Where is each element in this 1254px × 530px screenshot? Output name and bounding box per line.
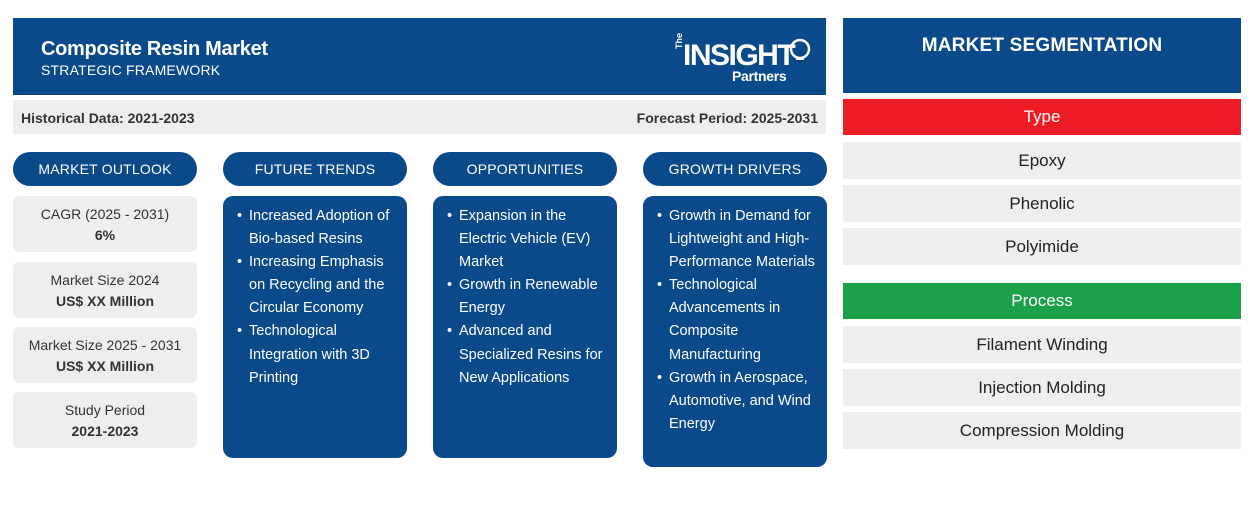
trend-item: Increasing Emphasis on Recycling and the… bbox=[237, 251, 399, 320]
outlook-label: Study Period bbox=[64, 402, 146, 418]
outlook-value: US$ XX Million bbox=[55, 358, 154, 374]
growth-drivers-heading: GROWTH DRIVERS bbox=[643, 152, 827, 186]
driver-item: Growth in Demand for Lightweight and Hig… bbox=[657, 205, 819, 274]
segment-item: Filament Winding bbox=[843, 326, 1241, 363]
insight-partners-logo: The INSIGHT Partners bbox=[668, 33, 818, 95]
outlook-card-cagr: CAGR (2025 - 2031) 6% bbox=[13, 196, 197, 252]
future-trends-box: Increased Adoption of Bio-based Resins I… bbox=[223, 196, 407, 458]
segment-item: Compression Molding bbox=[843, 412, 1241, 449]
trend-item: Increased Adoption of Bio-based Resins bbox=[237, 205, 399, 251]
segment-category-type: Type bbox=[843, 99, 1241, 135]
opportunity-item: Expansion in the Electric Vehicle (EV) M… bbox=[447, 205, 609, 274]
opportunities-box: Expansion in the Electric Vehicle (EV) M… bbox=[433, 196, 617, 458]
trend-item: Technological Integration with 3D Printi… bbox=[237, 320, 399, 389]
driver-item: Technological Advancements in Composite … bbox=[657, 274, 819, 366]
outlook-value: 2021-2023 bbox=[71, 423, 139, 439]
outlook-label: CAGR (2025 - 2031) bbox=[40, 206, 170, 222]
outlook-card-market-size-forecast: Market Size 2025 - 2031 US$ XX Million bbox=[13, 327, 197, 383]
outlook-value: US$ XX Million bbox=[55, 293, 154, 309]
logo-insight-text: INSIGHT bbox=[683, 39, 796, 72]
market-segmentation-title: MARKET SEGMENTATION bbox=[843, 18, 1241, 93]
outlook-label: Market Size 2025 - 2031 bbox=[28, 337, 182, 353]
driver-item: Growth in Aerospace, Automotive, and Win… bbox=[657, 367, 819, 436]
outlook-card-study-period: Study Period 2021-2023 bbox=[13, 392, 197, 448]
opportunity-item: Growth in Renewable Energy bbox=[447, 274, 609, 320]
forecast-period: Forecast Period: 2025-2031 bbox=[636, 110, 818, 126]
logo-partners-text: Partners bbox=[732, 68, 787, 84]
logo-bulb-icon bbox=[789, 38, 811, 60]
growth-drivers-box: Growth in Demand for Lightweight and Hig… bbox=[643, 196, 827, 467]
segment-item: Injection Molding bbox=[843, 369, 1241, 406]
segment-category-process: Process bbox=[843, 283, 1241, 319]
market-outlook-heading: MARKET OUTLOOK bbox=[13, 152, 197, 186]
outlook-label: Market Size 2024 bbox=[50, 272, 160, 288]
segment-item: Polyimide bbox=[843, 228, 1241, 265]
outlook-value: 6% bbox=[94, 227, 116, 243]
report-header: Composite Resin Market STRATEGIC FRAMEWO… bbox=[13, 18, 826, 95]
segment-item: Phenolic bbox=[843, 185, 1241, 222]
future-trends-heading: FUTURE TRENDS bbox=[223, 152, 407, 186]
historical-period: Historical Data: 2021-2023 bbox=[21, 110, 195, 126]
opportunities-heading: OPPORTUNITIES bbox=[433, 152, 617, 186]
segment-item: Epoxy bbox=[843, 142, 1241, 179]
report-subtitle: STRATEGIC FRAMEWORK bbox=[41, 62, 221, 78]
opportunity-item: Advanced and Specialized Resins for New … bbox=[447, 320, 609, 389]
report-title: Composite Resin Market bbox=[41, 38, 268, 60]
period-bar: Historical Data: 2021-2023 Forecast Peri… bbox=[13, 100, 826, 134]
outlook-card-market-size-2024: Market Size 2024 US$ XX Million bbox=[13, 262, 197, 318]
